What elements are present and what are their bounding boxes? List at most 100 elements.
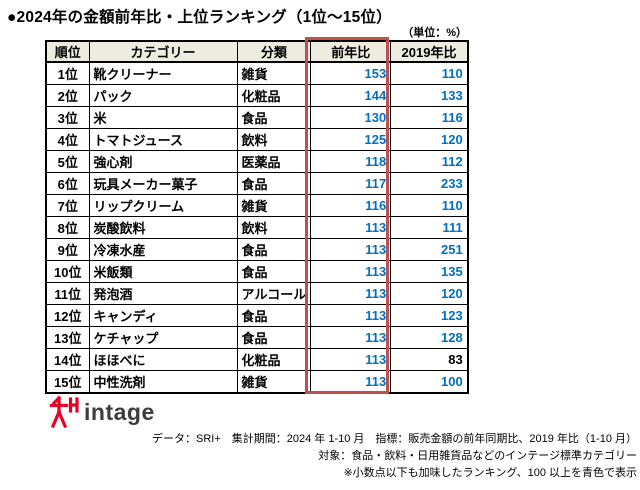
class-cell: 食品	[236, 304, 312, 327]
category-cell: 靴クリーナー	[88, 61, 238, 85]
yoy-cell: 125	[310, 128, 392, 151]
rank-cell: 14位	[45, 348, 90, 371]
rank-cell: 6位	[45, 172, 90, 195]
class-cell: アルコール	[236, 282, 312, 305]
rank-cell: 1位	[45, 61, 90, 85]
vs2019-cell: 83	[390, 348, 469, 371]
table-row: 3位米食品 130 116	[45, 106, 469, 129]
class-cell: 飲料	[236, 128, 312, 151]
category-cell: 玩具メーカー菓子	[88, 172, 238, 195]
class-cell: 医薬品	[236, 150, 312, 173]
table-row: 12位 キャンディ 食品 113 123	[45, 304, 469, 327]
yoy-cell: 116	[310, 194, 392, 217]
header-rank: 順位	[45, 40, 90, 63]
class-cell: 食品	[236, 106, 312, 129]
category-cell: 中性洗剤	[88, 370, 238, 394]
table-row: 14位 ほほべに 化粧品 113 83	[45, 348, 469, 371]
header-vs2019: 2019年比	[390, 40, 469, 63]
intage-logo-text: intage	[84, 398, 155, 425]
vs2019-cell: 135	[390, 260, 469, 283]
vs2019-cell: 116	[390, 106, 469, 129]
class-cell: 食品	[236, 238, 312, 261]
table-row: 2位 パック 化粧品 144 133	[45, 84, 469, 107]
footnote-line: ※小数点以下も加味したランキング、100 以上を青色で表示	[343, 467, 637, 479]
vs2019-cell: 251	[390, 238, 469, 261]
vs2019-cell: 111	[390, 216, 469, 239]
ranking-table: 順位 カテゴリー 分類 前年比 2019年比 1位 靴クリーナー 雑貨 153 110 2…	[45, 40, 469, 394]
yoy-cell: 113	[310, 370, 392, 394]
class-cell: 食品	[236, 260, 312, 283]
rank-cell: 15位	[45, 370, 90, 394]
category-cell: キャンディ	[88, 304, 238, 327]
intage-logo-icon	[47, 395, 79, 429]
vs2019-cell: 110	[390, 61, 469, 85]
rank-cell: 3位	[45, 106, 90, 129]
class-cell: 雑貨	[236, 370, 312, 394]
class-cell: 化粧品	[236, 348, 312, 371]
table-row: 13位 ケチャップ 食品 113 128	[45, 326, 469, 349]
class-cell: 食品	[236, 326, 312, 349]
yoy-cell: 153	[310, 61, 392, 85]
header-category: カテゴリー	[88, 40, 238, 63]
yoy-cell: 144	[310, 84, 392, 107]
header-class: 分類	[236, 40, 312, 63]
class-cell: 雑貨	[236, 194, 312, 217]
ranking-table-body: 1位 靴クリーナー 雑貨 153 110 2位 パック 化粧品 144 133 3位米食品 130 11…	[45, 61, 469, 394]
category-cell: パック	[88, 84, 238, 107]
rank-cell: 12位	[45, 304, 90, 327]
header-yoy: 前年比	[310, 40, 392, 63]
category-cell: 強心剤	[88, 150, 238, 173]
footnotes: データ：SRI+ 集計期間：2024 年 1-10 月 指標：販売金額の前年同期…	[152, 431, 637, 482]
class-cell: 飲料	[236, 216, 312, 239]
rank-cell: 13位	[45, 326, 90, 349]
class-cell: 食品	[236, 172, 312, 195]
rank-cell: 11位	[45, 282, 90, 305]
table-header-row: 順位 カテゴリー 分類 前年比 2019年比	[45, 40, 469, 63]
category-cell: リップクリーム	[88, 194, 238, 217]
class-cell: 雑貨	[236, 61, 312, 85]
yoy-cell: 113	[310, 326, 392, 349]
table-row: 4位 トマトジュース 飲料 125 120	[45, 128, 469, 151]
category-cell: 炭酸飲料	[88, 216, 238, 239]
yoy-cell: 113	[310, 216, 392, 239]
category-cell: 冷凍水産	[88, 238, 238, 261]
vs2019-cell: 133	[390, 84, 469, 107]
intage-logo: intage	[47, 395, 155, 429]
table-row: 9位 冷凍水産 食品 113 251	[45, 238, 469, 261]
category-cell: 米飯類	[88, 260, 238, 283]
rank-cell: 4位	[45, 128, 90, 151]
ranking-table-container: 順位 カテゴリー 分類 前年比 2019年比 1位 靴クリーナー 雑貨 153 110 2…	[45, 40, 469, 394]
yoy-cell: 117	[310, 172, 392, 195]
table-row: 1位 靴クリーナー 雑貨 153 110	[45, 61, 469, 85]
category-cell: ほほべに	[88, 348, 238, 371]
category-cell: トマトジュース	[88, 128, 238, 151]
class-cell: 化粧品	[236, 84, 312, 107]
yoy-cell: 113	[310, 304, 392, 327]
vs2019-cell: 123	[390, 304, 469, 327]
vs2019-cell: 112	[390, 150, 469, 173]
vs2019-cell: 233	[390, 172, 469, 195]
yoy-cell: 130	[310, 106, 392, 129]
category-cell: 米	[88, 106, 238, 129]
rank-cell: 8位	[45, 216, 90, 239]
table-row: 15位 中性洗剤 雑貨 113 100	[45, 370, 469, 394]
category-cell: 発泡酒	[88, 282, 238, 305]
vs2019-cell: 100	[390, 370, 469, 394]
table-row: 8位 炭酸飲料 飲料 113 111	[45, 216, 469, 239]
vs2019-cell: 110	[390, 194, 469, 217]
footnote-line: データ：SRI+ 集計期間：2024 年 1-10 月 指標：販売金額の前年同期…	[151, 433, 637, 445]
vs2019-cell: 120	[390, 282, 469, 305]
yoy-cell: 118	[310, 150, 392, 173]
page-title: ●2024年の金額前年比・上位ランキング（1位～15位）	[7, 9, 392, 26]
table-row: 6位 玩具メーカー菓子 食品 117 233	[45, 172, 469, 195]
rank-cell: 7位	[45, 194, 90, 217]
yoy-cell: 113	[310, 282, 392, 305]
table-row: 7位 リップクリーム 雑貨 116 110	[45, 194, 469, 217]
rank-cell: 9位	[45, 238, 90, 261]
yoy-cell: 113	[310, 238, 392, 261]
yoy-cell: 113	[310, 348, 392, 371]
unit-note: （単位：%）	[402, 27, 467, 39]
yoy-cell: 113	[310, 260, 392, 283]
rank-cell: 10位	[45, 260, 90, 283]
